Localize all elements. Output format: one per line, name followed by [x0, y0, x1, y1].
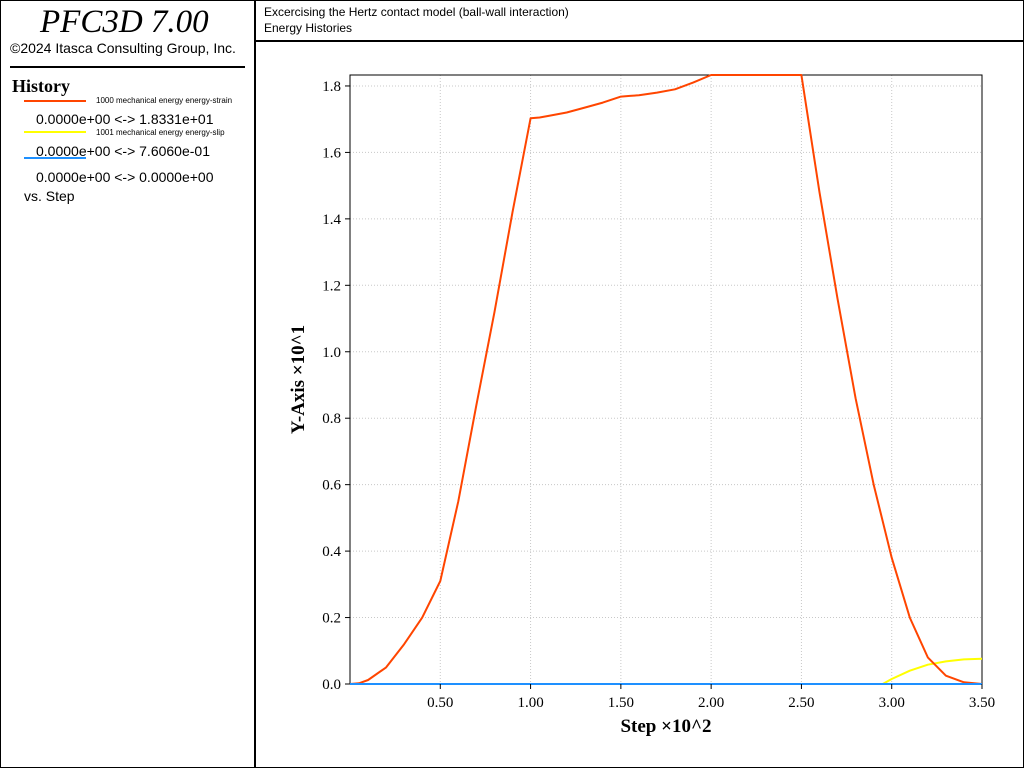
y-tick-label: 0.2 — [322, 611, 341, 627]
x-tick-label: 2.50 — [788, 695, 814, 711]
y-tick-label: 0.6 — [322, 478, 341, 494]
x-tick-label: 1.00 — [517, 695, 543, 711]
legend-heading: History — [12, 76, 70, 96]
history-chart: 0.50 1.00 1.50 2.00 2.50 3.00 3.50 0.0 0.2 0.4 0.6… — [288, 74, 995, 737]
plot-title: Excercising the Hertz contact model (bal… — [264, 5, 569, 19]
plot-subtitle: Energy Histories — [264, 21, 353, 35]
legend-vs-label: vs. Step — [24, 188, 75, 204]
legend-panel: PFC3D 7.00 ©2024 Itasca Consulting Group… — [0, 0, 256, 768]
plot-header: Excercising the Hertz contact model (bal… — [256, 0, 1024, 42]
y-tick-label: 0.0 — [322, 677, 341, 693]
y-axis-title: Y-Axis ×10^1 — [288, 325, 309, 434]
x-tick-label: 0.50 — [427, 695, 453, 711]
divider — [10, 66, 245, 68]
legend-swatch-third — [24, 157, 86, 159]
x-axis-title: Step ×10^2 — [620, 716, 711, 737]
x-tick-label: 3.00 — [879, 695, 905, 711]
y-tick-label: 1.2 — [322, 278, 341, 294]
legend-series-name: 1001 mechanical energy energy-slip — [96, 128, 225, 137]
series-line-0 — [349, 74, 983, 685]
x-tick-label: 2.00 — [698, 695, 724, 711]
y-tick-label: 0.8 — [322, 411, 341, 427]
plot-area — [349, 74, 983, 685]
legend-swatch-strain — [24, 100, 86, 102]
series-layer — [349, 74, 983, 685]
y-tick-label: 0.4 — [322, 544, 341, 560]
legend-range-text: 0.0000e+00 <-> 1.8331e+01 — [36, 111, 214, 127]
x-tick-label: 1.50 — [608, 695, 634, 711]
legend-swatch-slip — [24, 131, 86, 133]
legend-range-text: 0.0000e+00 <-> 0.0000e+00 — [36, 169, 214, 185]
y-tick-label: 1.4 — [322, 212, 341, 228]
y-tick-label: 1.0 — [322, 345, 341, 361]
legend-range-text: 0.0000e+00 <-> 7.6060e-01 — [36, 143, 210, 159]
series-line-1 — [350, 657, 983, 685]
legend-series-name: 1000 mechanical energy energy-strain — [96, 96, 233, 105]
grid-lines — [350, 75, 983, 685]
axis-ticks: 0.50 1.00 1.50 2.00 2.50 3.00 3.50 0.0 0.2 0.4 0.6… — [322, 79, 995, 711]
y-tick-label: 1.6 — [322, 145, 341, 161]
app-title: PFC3D 7.00 — [40, 4, 209, 40]
y-tick-label: 1.8 — [322, 79, 341, 95]
x-tick-label: 3.50 — [969, 695, 995, 711]
copyright-text: ©2024 Itasca Consulting Group, Inc. — [10, 40, 236, 56]
